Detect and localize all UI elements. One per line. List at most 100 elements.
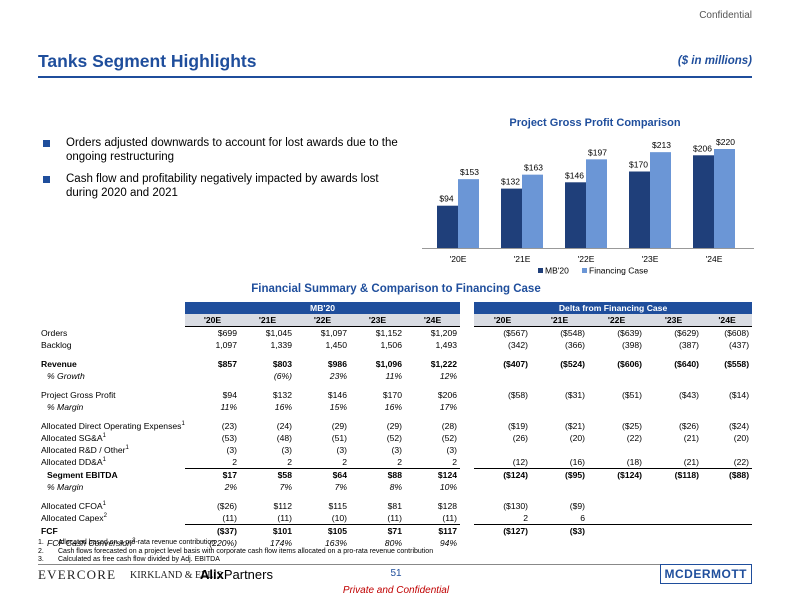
mb20-value: 16%	[384, 402, 402, 412]
mb20-value: $81	[387, 501, 402, 511]
row-label: Project Gross Profit	[41, 390, 116, 400]
table-row: Allocated DD&A1 2 2 2 2 2 (12) (16) (18) (21) (22)	[38, 456, 752, 469]
mb20-value: $146	[327, 390, 347, 400]
mb20-value: $71	[350, 524, 405, 537]
delta-value	[645, 370, 702, 382]
mb20-value: 8%	[389, 482, 402, 492]
year-header: '23E	[350, 314, 405, 327]
delta-value	[588, 512, 645, 525]
delta-value	[474, 537, 531, 549]
mb20-value: $857	[217, 359, 237, 369]
table-row: FCF ($37) $101 $105 $71 $117 ($127) ($3)	[38, 524, 753, 537]
gap-cell	[460, 370, 474, 382]
mb20-value: $1,096	[375, 359, 402, 369]
delta-value	[531, 370, 588, 382]
mb20-value: 80%	[384, 538, 402, 548]
page-title: Tanks Segment Highlights	[38, 51, 257, 71]
delta-value: (16)	[569, 457, 586, 467]
delta-value: ($9)	[569, 501, 586, 511]
delta-value	[645, 481, 702, 493]
delta-value	[474, 481, 531, 493]
mb20-value: (29)	[331, 421, 347, 431]
mb20-value: $132	[272, 390, 292, 400]
mb20-value: $94	[222, 390, 237, 400]
mb20-value: (3)	[226, 445, 237, 455]
bar-value-label: $132	[501, 177, 520, 187]
delta-value: (437)	[729, 340, 750, 350]
delta-value: ($639)	[617, 328, 643, 338]
year-header: '21E	[240, 314, 295, 327]
table-row: Revenue $857 $803 $986 $1,096 $1,222 ($407) ($5…	[38, 358, 752, 370]
year-header: '22E	[295, 314, 350, 327]
bar-value-label: $153	[460, 167, 479, 177]
mb20-value: (3)	[336, 445, 347, 455]
delta-value	[702, 481, 752, 493]
year-header: '22E	[588, 314, 646, 327]
delta-value	[588, 444, 645, 456]
mb20-value: $1,152	[375, 328, 402, 338]
table-row: Allocated Direct Operating Expenses1 (23)…	[38, 420, 752, 432]
highlight-bullet: Orders adjusted downwards to account for…	[40, 136, 400, 164]
row-label: % Margin	[47, 482, 84, 492]
delta-header: Delta from Financing Case	[474, 302, 753, 314]
mb20-value: (220%)	[209, 538, 237, 548]
mb20-value: 1,493	[435, 340, 458, 350]
delta-value	[702, 444, 752, 456]
gap-cell	[460, 327, 474, 340]
bar-value-label: $170	[629, 160, 648, 170]
delta-value	[702, 370, 752, 382]
mb20-value: $105	[295, 524, 350, 537]
delta-value: ($43)	[678, 390, 700, 400]
delta-value: ($127)	[474, 524, 532, 537]
gap-cell	[460, 456, 474, 469]
mb20-value: (11)	[387, 513, 402, 523]
header-gap	[460, 314, 474, 327]
bar-value-label: $197	[588, 147, 607, 157]
footnote-ref: 1	[125, 445, 129, 452]
delta-value	[588, 524, 646, 537]
mb20-value: 2	[397, 457, 402, 467]
delta-value: (342)	[507, 340, 529, 350]
mb20-value: (3)	[281, 445, 292, 455]
delta-value: ($606)	[617, 359, 643, 369]
table-row: % Growth (6%) 23% 11% 12%	[38, 370, 752, 382]
spacer-row	[38, 493, 752, 500]
delta-value	[588, 500, 645, 512]
delta-value: ($88)	[702, 468, 753, 481]
delta-value: (398)	[621, 340, 643, 350]
mb20-value: (24)	[276, 421, 292, 431]
row-label: Allocated CFOA1	[41, 501, 106, 511]
mb20-value: (11)	[442, 513, 458, 523]
delta-value: 6	[580, 513, 586, 523]
delta-value: (21)	[683, 433, 700, 443]
footnote-ref: 1	[181, 421, 185, 428]
mb20-value: $986	[327, 359, 347, 369]
delta-value	[702, 537, 752, 549]
delta-value: (20)	[733, 433, 750, 443]
delta-value	[702, 524, 753, 537]
legend-label: MB'20	[545, 266, 569, 276]
mb20-value: $1,209	[430, 328, 458, 338]
bar-financing-4	[714, 149, 735, 248]
mb20-value: $58	[240, 468, 295, 481]
delta-value	[645, 537, 702, 549]
bar-financing-1	[522, 174, 543, 248]
delta-value: ($3)	[531, 524, 589, 537]
row-label: FCF	[41, 525, 58, 536]
delta-value	[588, 401, 645, 413]
year-header: '21E	[531, 314, 589, 327]
mb20-value: 17%	[439, 402, 458, 412]
mb20-value: $17	[185, 468, 240, 481]
delta-value: (18)	[626, 457, 643, 467]
gap-cell	[460, 537, 474, 549]
delta-value: (387)	[678, 340, 700, 350]
evercore-logo: EVERCORE	[38, 567, 117, 582]
row-label: Allocated DD&A1	[41, 457, 106, 468]
mb20-value: 23%	[329, 371, 347, 381]
mb20-value: $124	[405, 468, 461, 481]
x-tick-label: '24E	[706, 254, 723, 264]
mb20-value: $115	[328, 501, 347, 511]
delta-value: (22)	[733, 457, 750, 467]
delta-value: ($31)	[564, 390, 586, 400]
delta-value: ($19)	[507, 421, 529, 431]
